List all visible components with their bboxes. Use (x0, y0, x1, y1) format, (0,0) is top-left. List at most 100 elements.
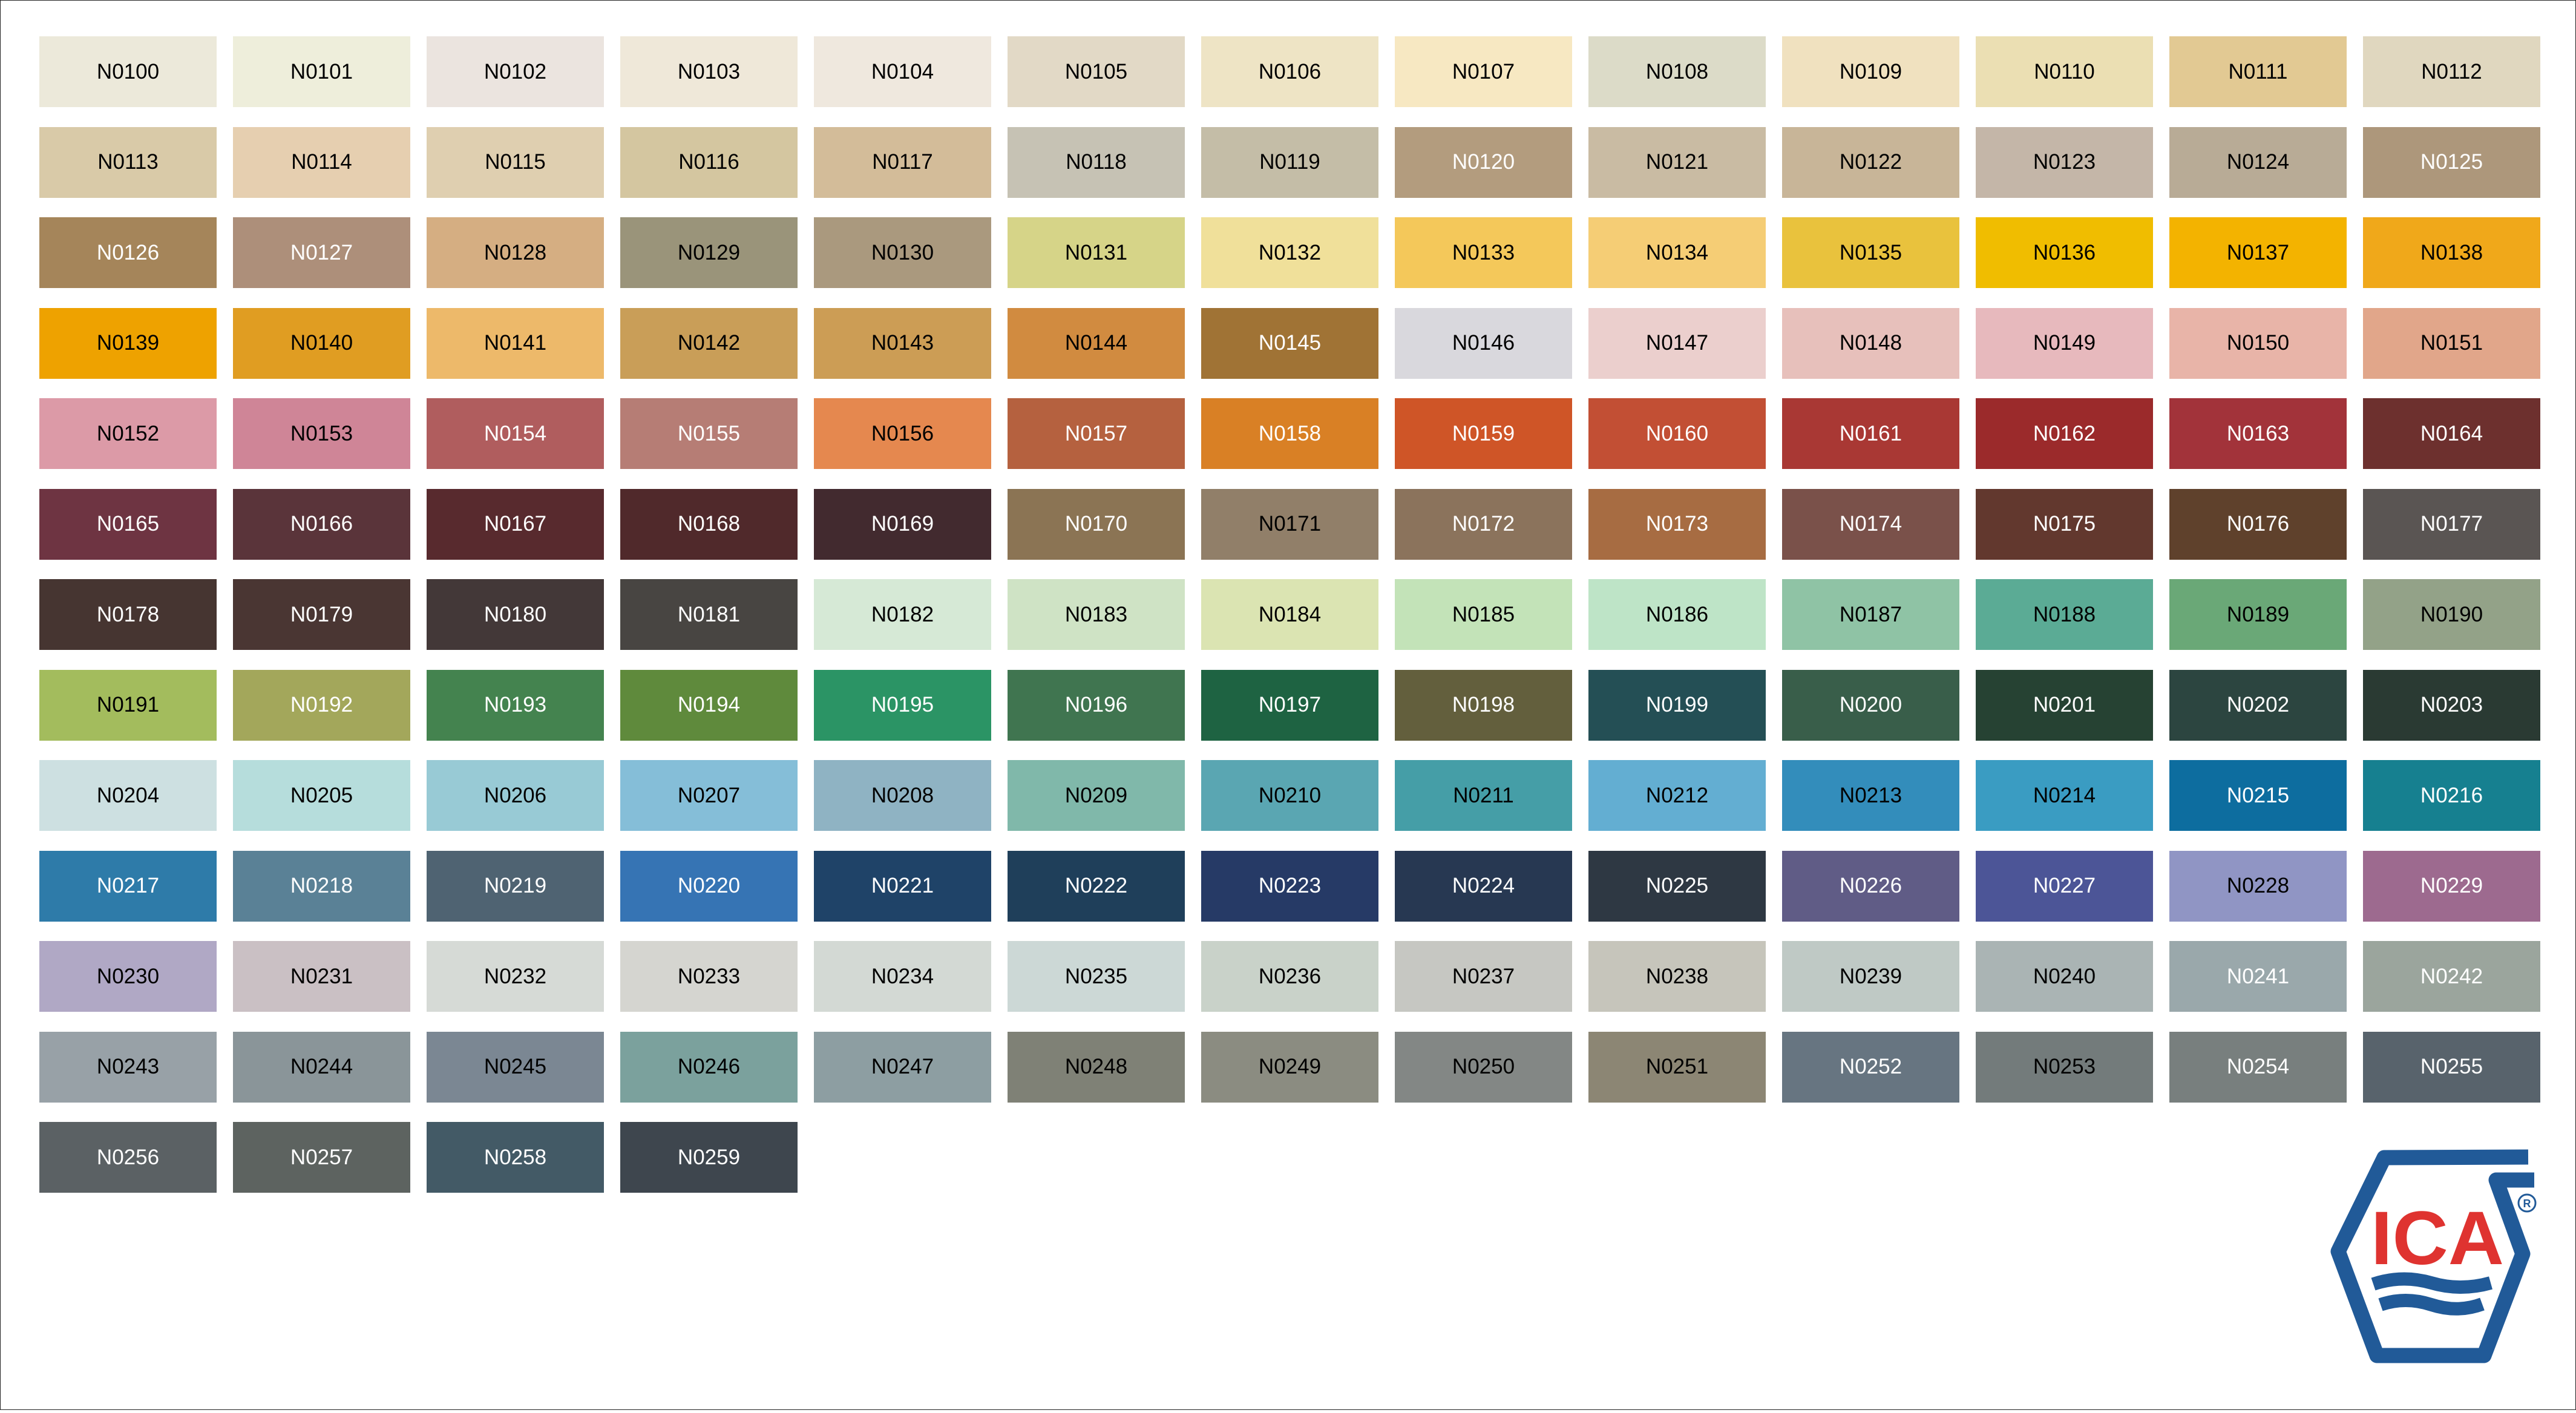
swatch-code-label: N0240 (2033, 964, 2096, 988)
swatch-code-label: N0237 (1452, 964, 1515, 988)
swatch-code-label: N0253 (2033, 1055, 2096, 1078)
swatch-code-label: N0190 (2420, 602, 2483, 626)
color-swatch: N0159 (1395, 398, 1572, 469)
swatch-code-label: N0107 (1452, 59, 1515, 84)
color-swatch: N0228 (2169, 850, 2347, 922)
swatch-code-label: N0112 (2421, 59, 2482, 84)
swatch-code-label: N0171 (1258, 512, 1322, 536)
swatch-code-label: N0122 (1839, 150, 1903, 174)
color-swatch: N0235 (1008, 941, 1185, 1012)
swatch-code-label: N0243 (96, 1055, 160, 1078)
swatch-code-label: N0147 (1645, 331, 1709, 355)
color-swatch: N0151 (2363, 307, 2540, 379)
color-swatch: N0217 (39, 850, 217, 922)
color-swatch: N0224 (1395, 850, 1572, 922)
color-swatch: N0116 (620, 126, 798, 198)
swatch-code-label: N0186 (1645, 602, 1709, 626)
swatch-code-label: N0128 (483, 240, 547, 264)
color-swatch: N0135 (1782, 217, 1959, 288)
swatch-code-label: N0155 (677, 421, 741, 445)
color-swatch: N0120 (1395, 126, 1572, 198)
swatch-code-label: N0199 (1645, 693, 1709, 716)
swatch-code-label: N0131 (1064, 240, 1128, 264)
color-swatch: N0167 (427, 488, 604, 560)
color-swatch: N0254 (2169, 1031, 2347, 1103)
swatch-code-label: N0197 (1258, 693, 1322, 716)
color-swatch: N0114 (233, 126, 410, 198)
swatch-code-label: N0148 (1839, 331, 1903, 355)
swatch-code-label: N0154 (483, 421, 547, 445)
swatch-code-label: N0215 (2226, 783, 2290, 807)
color-swatch: N0255 (2363, 1031, 2540, 1103)
swatch-code-label: N0137 (2226, 240, 2290, 264)
color-swatch: N0102 (427, 36, 604, 107)
color-swatch: N0173 (1588, 488, 1766, 560)
swatch-code-label: N0204 (96, 783, 160, 807)
color-swatch: N0251 (1588, 1031, 1766, 1103)
swatch-code-label: N0218 (290, 874, 353, 897)
swatch-code-label: N0247 (871, 1055, 934, 1078)
color-swatch: N0108 (1588, 36, 1766, 107)
color-swatch: N0180 (427, 579, 604, 650)
swatch-code-label: N0226 (1839, 874, 1903, 897)
color-swatch: N0103 (620, 36, 798, 107)
swatch-code-label: N0105 (1064, 59, 1128, 84)
color-swatch: N0190 (2363, 579, 2540, 650)
color-swatch: N0106 (1201, 36, 1378, 107)
color-swatch: N0133 (1395, 217, 1572, 288)
swatch-code-label: N0245 (483, 1055, 547, 1078)
color-swatch: N0139 (39, 307, 217, 379)
color-swatch: N0178 (39, 579, 217, 650)
color-swatch: N0244 (233, 1031, 410, 1103)
swatch-code-label: N0238 (1645, 964, 1709, 988)
color-swatch: N0237 (1395, 941, 1572, 1012)
swatch-code-label: N0213 (1839, 783, 1903, 807)
color-swatch: N0231 (233, 941, 410, 1012)
color-swatch: N0202 (2169, 669, 2347, 741)
swatch-code-label: N0227 (2033, 874, 2096, 897)
swatch-code-label: N0143 (871, 331, 934, 355)
color-swatch: N0125 (2363, 126, 2540, 198)
color-swatch: N0193 (427, 669, 604, 741)
swatch-code-label: N0108 (1645, 59, 1709, 84)
color-swatch: N0249 (1201, 1031, 1378, 1103)
swatch-code-label: N0141 (483, 331, 547, 355)
color-swatch: N0216 (2363, 760, 2540, 831)
svg-text:R: R (2523, 1198, 2531, 1210)
swatch-code-label: N0151 (2420, 331, 2483, 355)
swatch-code-label: N0254 (2226, 1055, 2290, 1078)
color-swatch: N0212 (1588, 760, 1766, 831)
swatch-code-label: N0160 (1645, 421, 1709, 445)
color-swatch: N0122 (1782, 126, 1959, 198)
color-swatch: N0181 (620, 579, 798, 650)
color-swatch: N0132 (1201, 217, 1378, 288)
swatch-code-label: N0101 (290, 59, 353, 84)
color-swatch: N0111 (2169, 36, 2347, 107)
swatch-code-label: N0173 (1645, 512, 1709, 536)
color-swatch: N0112 (2363, 36, 2540, 107)
swatch-code-label: N0216 (2420, 783, 2483, 807)
swatch-code-label: N0195 (871, 693, 934, 716)
color-swatch: N0245 (427, 1031, 604, 1103)
swatch-code-label: N0235 (1064, 964, 1128, 988)
swatch-code-label: N0220 (677, 874, 741, 897)
color-swatch: N0185 (1395, 579, 1572, 650)
swatch-code-label: N0156 (871, 421, 934, 445)
color-swatch: N0194 (620, 669, 798, 741)
swatch-code-label: N0249 (1258, 1055, 1322, 1078)
color-swatch: N0113 (39, 126, 217, 198)
swatch-code-label: N0165 (96, 512, 160, 536)
color-swatch: N0229 (2363, 850, 2540, 922)
color-swatch: N0192 (233, 669, 410, 741)
swatch-code-label: N0201 (2033, 693, 2096, 716)
color-swatch: N0134 (1588, 217, 1766, 288)
swatch-code-label: N0179 (290, 602, 353, 626)
color-swatch: N0208 (814, 760, 991, 831)
color-swatch: N0127 (233, 217, 410, 288)
swatch-code-label: N0150 (2226, 331, 2290, 355)
color-swatch: N0146 (1395, 307, 1572, 379)
color-swatch: N0223 (1201, 850, 1378, 922)
swatch-code-label: N0167 (483, 512, 547, 536)
swatch-code-label: N0102 (483, 59, 547, 84)
color-swatch: N0153 (233, 398, 410, 469)
